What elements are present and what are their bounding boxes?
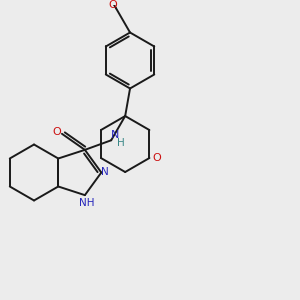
Text: O: O — [52, 127, 61, 136]
Text: NH: NH — [79, 198, 94, 208]
Text: H: H — [117, 138, 125, 148]
Text: N: N — [101, 167, 109, 178]
Text: O: O — [108, 0, 117, 10]
Text: O: O — [152, 153, 161, 163]
Text: N: N — [111, 130, 119, 140]
